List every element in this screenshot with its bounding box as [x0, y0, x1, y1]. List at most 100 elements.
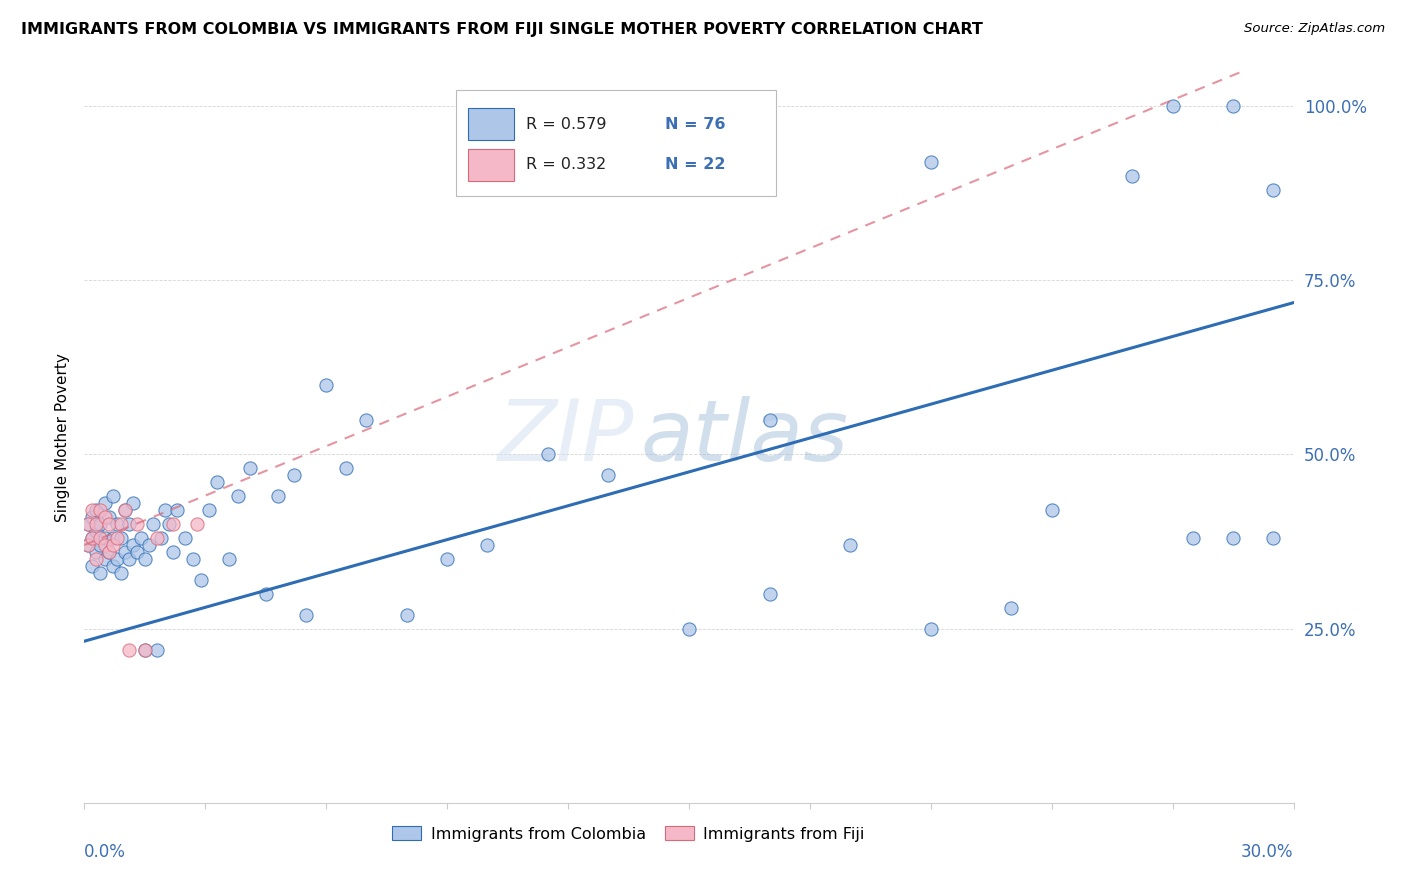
Point	[97, 545, 120, 559]
Point	[114, 545, 136, 559]
Point	[86, 524, 108, 538]
Point	[110, 517, 132, 532]
Text: 0.0%: 0.0%	[84, 843, 127, 861]
Text: Source: ZipAtlas.com: Source: ZipAtlas.com	[1244, 22, 1385, 36]
Point	[93, 496, 115, 510]
Point	[1121, 169, 1143, 183]
Point	[105, 552, 128, 566]
Point	[162, 545, 184, 559]
Point	[105, 517, 128, 532]
Point	[134, 642, 156, 657]
Point	[93, 538, 115, 552]
Point	[114, 503, 136, 517]
Point	[395, 607, 418, 622]
Point	[537, 448, 560, 462]
Point	[89, 538, 111, 552]
Point	[89, 503, 111, 517]
Point	[146, 642, 169, 657]
Point	[121, 538, 143, 552]
Point	[1181, 531, 1204, 545]
Point	[295, 607, 318, 622]
FancyBboxPatch shape	[468, 108, 513, 140]
Point	[166, 503, 188, 517]
Point	[174, 531, 197, 545]
Point	[125, 517, 148, 532]
Text: R = 0.332: R = 0.332	[526, 158, 606, 172]
Point	[93, 531, 115, 545]
Point	[335, 461, 357, 475]
Point	[101, 558, 124, 573]
Text: atlas: atlas	[641, 395, 849, 479]
Point	[82, 510, 104, 524]
Point	[181, 552, 204, 566]
Point	[86, 503, 108, 517]
Point	[93, 552, 115, 566]
Text: R = 0.579: R = 0.579	[526, 117, 606, 131]
Point	[315, 377, 337, 392]
Point	[77, 517, 100, 532]
FancyBboxPatch shape	[456, 90, 776, 195]
Legend: Immigrants from Colombia, Immigrants from Fiji: Immigrants from Colombia, Immigrants fro…	[384, 818, 873, 850]
Point	[758, 412, 780, 426]
Point	[86, 517, 108, 532]
Point	[157, 517, 180, 532]
Text: N = 22: N = 22	[665, 158, 725, 172]
Point	[198, 503, 221, 517]
Point	[118, 552, 141, 566]
Point	[758, 587, 780, 601]
Point	[110, 531, 132, 545]
Point	[146, 531, 169, 545]
Point	[105, 531, 128, 545]
Point	[920, 155, 942, 169]
Text: ZIP: ZIP	[498, 395, 634, 479]
Point	[1000, 600, 1022, 615]
Text: N = 76: N = 76	[665, 117, 725, 131]
Point	[1222, 531, 1244, 545]
Point	[149, 531, 172, 545]
Point	[77, 538, 100, 552]
Point	[138, 538, 160, 552]
Point	[839, 538, 862, 552]
Point	[89, 531, 111, 545]
Point	[86, 545, 108, 559]
Point	[89, 566, 111, 580]
Point	[254, 587, 277, 601]
Point	[162, 517, 184, 532]
Point	[82, 503, 104, 517]
Point	[101, 538, 124, 552]
Point	[82, 531, 104, 545]
Point	[226, 489, 249, 503]
Point	[142, 517, 165, 532]
Point	[1263, 183, 1285, 197]
Point	[89, 517, 111, 532]
Point	[101, 531, 124, 545]
Point	[134, 552, 156, 566]
Point	[356, 412, 378, 426]
Point	[186, 517, 208, 532]
Point	[218, 552, 240, 566]
Text: IMMIGRANTS FROM COLOMBIA VS IMMIGRANTS FROM FIJI SINGLE MOTHER POVERTY CORRELATI: IMMIGRANTS FROM COLOMBIA VS IMMIGRANTS F…	[21, 22, 983, 37]
Point	[267, 489, 290, 503]
Point	[121, 496, 143, 510]
Point	[477, 538, 499, 552]
Point	[97, 545, 120, 559]
Point	[118, 517, 141, 532]
FancyBboxPatch shape	[468, 149, 513, 181]
Text: 30.0%: 30.0%	[1241, 843, 1294, 861]
Point	[283, 468, 305, 483]
Point	[77, 538, 100, 552]
Point	[110, 566, 132, 580]
Point	[153, 503, 176, 517]
Point	[101, 489, 124, 503]
Point	[97, 517, 120, 532]
Point	[134, 642, 156, 657]
Point	[678, 622, 700, 636]
Point	[598, 468, 620, 483]
Point	[125, 545, 148, 559]
Point	[129, 531, 152, 545]
Point	[82, 531, 104, 545]
Y-axis label: Single Mother Poverty: Single Mother Poverty	[55, 352, 70, 522]
Point	[436, 552, 458, 566]
Point	[93, 510, 115, 524]
Point	[77, 517, 100, 532]
